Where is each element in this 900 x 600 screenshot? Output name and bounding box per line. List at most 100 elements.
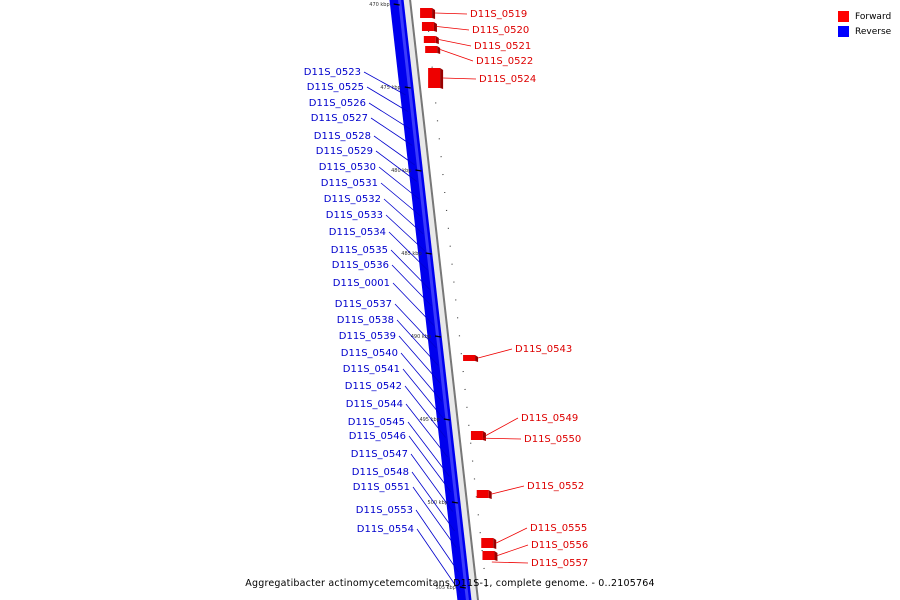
forward-feature-shade (494, 551, 498, 561)
reverse-connector (407, 421, 450, 477)
forward-feature[interactable] (481, 538, 494, 548)
reverse-gene-label[interactable]: D11S_0535 (331, 245, 388, 256)
reverse-gene-label[interactable]: D11S_0534 (329, 227, 386, 238)
forward-connector (436, 26, 470, 31)
forward-feature[interactable] (470, 431, 483, 440)
reverse-gene-label[interactable]: D11S_0541 (343, 364, 400, 375)
reverse-swatch (838, 26, 849, 37)
forward-gene-label[interactable]: D11S_0520 (472, 25, 529, 36)
forward-feature[interactable] (420, 8, 433, 18)
scale-tick-label: 495 kbp (419, 417, 439, 423)
forward-gene-label[interactable]: D11S_0557 (531, 558, 588, 569)
forward-feature-shade (440, 68, 444, 89)
reverse-gene-label[interactable]: D11S_0528 (314, 131, 371, 142)
reverse-gene-label[interactable]: D11S_0531 (321, 178, 378, 189)
reverse-connector (392, 282, 435, 326)
reverse-connector (404, 385, 446, 438)
forward-feature-shade (482, 431, 486, 441)
scale-tick (393, 3, 400, 6)
reverse-gene-label[interactable]: D11S_0540 (341, 348, 398, 359)
forward-gene-label[interactable]: D11S_0519 (470, 9, 527, 20)
reverse-gene-label[interactable]: D11S_0529 (316, 146, 373, 157)
forward-connector (491, 561, 529, 564)
reverse-gene-label[interactable]: D11S_0532 (324, 194, 381, 205)
forward-feature[interactable] (428, 68, 441, 88)
forward-gene-label[interactable]: D11S_0556 (531, 540, 588, 551)
forward-connector (443, 77, 477, 80)
forward-gene-label[interactable]: D11S_0522 (476, 56, 533, 67)
reverse-gene-label[interactable]: D11S_0546 (349, 431, 406, 442)
reverse-connector (408, 435, 452, 493)
forward-feature[interactable] (476, 490, 489, 498)
forward-gene-label[interactable]: D11S_0524 (479, 74, 536, 85)
legend-forward-label: Forward (855, 11, 892, 22)
legend: Forward Reverse (838, 9, 891, 39)
forward-feature[interactable] (421, 22, 434, 31)
reverse-gene-label[interactable]: D11S_0526 (309, 98, 366, 109)
forward-feature[interactable] (463, 355, 476, 361)
reverse-gene-label[interactable]: D11S_0523 (304, 67, 361, 78)
reverse-gene-label[interactable]: D11S_0542 (345, 381, 402, 392)
reverse-gene-label[interactable]: D11S_0527 (311, 113, 368, 124)
scale-tick-label: 490 kbp (411, 334, 431, 340)
forward-feature[interactable] (482, 551, 495, 560)
reverse-gene-label[interactable]: D11S_0544 (346, 399, 403, 410)
reverse-connector (368, 102, 411, 130)
forward-gene-label[interactable]: D11S_0555 (530, 523, 587, 534)
legend-reverse: Reverse (838, 24, 891, 39)
reverse-connector (415, 509, 459, 573)
reverse-band-highlight (398, 0, 469, 600)
scale-tick (425, 252, 432, 255)
scale-tick (435, 335, 442, 338)
reverse-gene-label[interactable]: D11S_0001 (333, 278, 390, 289)
reverse-gene-label[interactable]: D11S_0539 (339, 331, 396, 342)
reverse-gene-label[interactable]: D11S_0551 (353, 482, 410, 493)
reverse-connector (366, 86, 409, 112)
reverse-connector (396, 319, 439, 366)
map-caption: Aggregatibacter actinomycetemcomitans D1… (245, 578, 655, 589)
forward-connector (438, 39, 472, 47)
reverse-band (389, 0, 472, 600)
reverse-connector (400, 352, 443, 402)
forward-feature-shade (435, 36, 439, 44)
reverse-gene-label[interactable]: D11S_0536 (332, 260, 389, 271)
reverse-gene-label[interactable]: D11S_0545 (348, 417, 405, 428)
scale-tick-label: 470 kbp (369, 2, 389, 8)
reverse-gene-label[interactable]: D11S_0554 (357, 524, 414, 535)
reverse-gene-label[interactable]: D11S_0533 (326, 210, 383, 221)
reverse-connector (402, 368, 445, 420)
forward-gene-label[interactable]: D11S_0543 (515, 344, 572, 355)
reverse-connector (373, 135, 415, 166)
reverse-gene-label[interactable]: D11S_0547 (351, 449, 408, 460)
reverse-connector (411, 471, 455, 532)
forward-feature[interactable] (423, 36, 436, 43)
forward-gene-label[interactable]: D11S_0550 (524, 434, 581, 445)
reverse-connector (405, 403, 448, 458)
scale-tick (459, 586, 466, 589)
reverse-connector (388, 231, 428, 271)
forward-gene-label[interactable]: D11S_0552 (527, 481, 584, 492)
reverse-gene-label[interactable]: D11S_0548 (352, 467, 409, 478)
forward-gene-label[interactable]: D11S_0521 (474, 41, 531, 52)
legend-reverse-label: Reverse (855, 26, 892, 37)
forward-feature-shade (433, 22, 437, 32)
reverse-gene-label[interactable]: D11S_0530 (319, 162, 376, 173)
reverse-connector (416, 528, 461, 593)
forward-connector (485, 417, 519, 436)
reverse-gene-label[interactable]: D11S_0537 (335, 299, 392, 310)
forward-swatch (838, 11, 849, 22)
forward-connector (435, 12, 468, 15)
forward-gene-label[interactable]: D11S_0549 (521, 413, 578, 424)
reverse-gene-label[interactable]: D11S_0553 (356, 505, 413, 516)
ticks-dotted (424, 0, 489, 600)
forward-feature[interactable] (425, 46, 438, 53)
reverse-gene-label[interactable]: D11S_0525 (307, 82, 364, 93)
reverse-connector (398, 335, 441, 384)
reverse-connector (390, 249, 431, 290)
forward-feature-shade (493, 538, 497, 549)
reverse-gene-label[interactable]: D11S_0538 (337, 315, 394, 326)
forward-connector (477, 348, 513, 359)
scale-tick (451, 501, 459, 504)
forward-connector (497, 544, 529, 556)
scale-tick-label: 505 kbp (436, 585, 456, 591)
